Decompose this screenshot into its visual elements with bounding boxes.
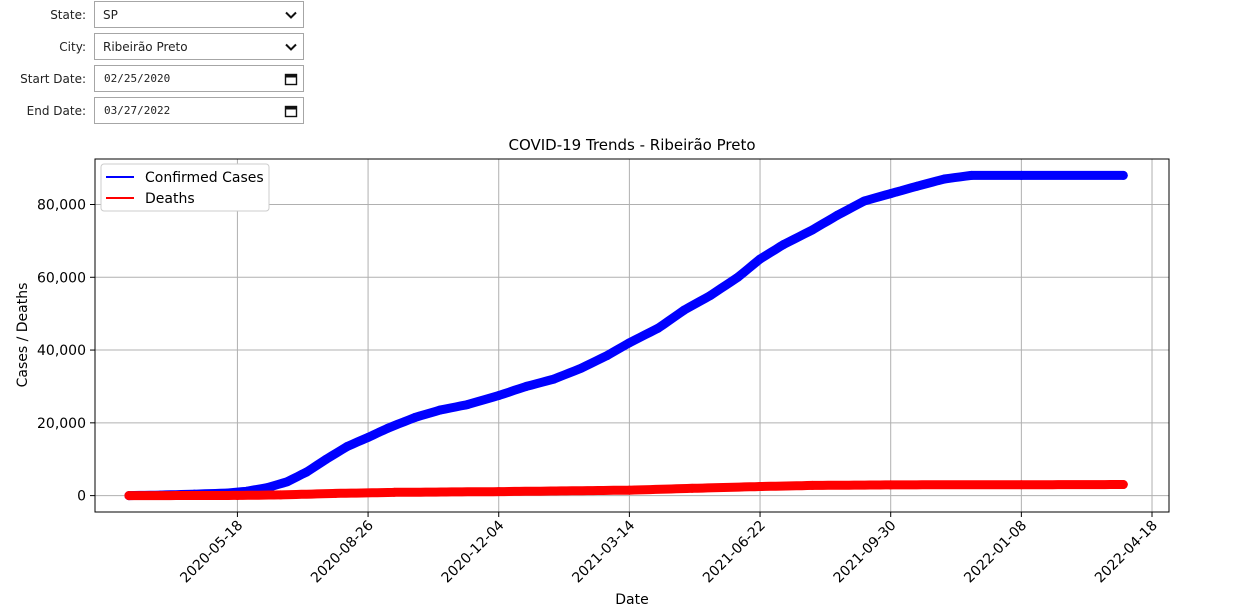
end-date-row: End Date: 03/27/2022 <box>0 97 320 125</box>
data-point-confirmed-cases <box>779 240 789 250</box>
data-point-confirmed-cases <box>363 432 373 442</box>
data-point-confirmed-cases <box>912 181 922 191</box>
city-row: City: Ribeirão Preto <box>0 33 320 61</box>
calendar-icon[interactable] <box>284 72 298 86</box>
chart-title: COVID-19 Trends - Ribeirão Preto <box>508 136 755 154</box>
grid-lines <box>95 159 1169 512</box>
data-point-deaths <box>624 485 634 495</box>
data-point-deaths <box>1016 480 1026 490</box>
data-point-confirmed-cases <box>549 374 559 384</box>
data-point-confirmed-cases <box>886 189 896 199</box>
plot-frame <box>94 158 1170 513</box>
series-layer <box>124 170 1128 501</box>
axes: 2020-05-18 2020-08-26 2020-12-04 2021-03-14… <box>37 197 1161 586</box>
data-point-confirmed-cases <box>342 441 352 451</box>
legend-label-deaths: Deaths <box>145 191 195 207</box>
chevron-down-icon <box>285 43 297 51</box>
x-axis-label: Date <box>615 592 648 608</box>
x-tick-label: 2022-01-08 <box>961 518 1030 587</box>
city-select[interactable]: Ribeirão Preto <box>94 33 304 60</box>
state-label: State: <box>50 8 86 22</box>
data-point-deaths <box>276 490 286 500</box>
start-date-label: Start Date: <box>20 72 86 86</box>
city-label: City: <box>59 40 86 54</box>
data-point-deaths <box>330 488 340 498</box>
data-point-confirmed-cases <box>602 351 612 361</box>
data-point-deaths <box>755 482 765 492</box>
data-point-confirmed-cases <box>1016 170 1026 180</box>
x-tick-label: 2021-03-14 <box>569 517 638 586</box>
data-point-confirmed-cases <box>576 363 586 373</box>
legend: Confirmed Cases Deaths <box>100 163 270 212</box>
data-point-confirmed-cases <box>939 174 949 184</box>
data-point-confirmed-cases <box>679 305 689 315</box>
data-point-deaths <box>886 480 896 490</box>
data-point-confirmed-cases <box>521 381 531 391</box>
data-point-confirmed-cases <box>435 405 445 415</box>
y-tick-label: 40,000 <box>37 343 86 359</box>
state-select[interactable]: SP <box>94 1 304 28</box>
data-point-deaths <box>807 480 817 490</box>
y-tick-label: 20,000 <box>37 416 86 432</box>
x-tick-label: 2022-04-18 <box>1092 518 1161 587</box>
covid-trends-chart: COVID-19 Trends - Ribeirão Preto 2020-05… <box>15 136 1170 608</box>
end-date-label: End Date: <box>26 104 86 118</box>
data-point-confirmed-cases <box>832 210 842 220</box>
y-tick-label: 60,000 <box>37 270 86 286</box>
x-tick-label: 2021-09-30 <box>831 518 900 587</box>
data-point-deaths <box>389 487 399 497</box>
start-date-input[interactable]: 02/25/2020 <box>94 65 304 92</box>
calendar-icon[interactable] <box>284 104 298 118</box>
y-tick-label: 0 <box>77 489 86 505</box>
x-tick-label: 2020-08-26 <box>308 517 377 586</box>
data-point-confirmed-cases <box>321 454 331 464</box>
data-point-confirmed-cases <box>302 467 312 477</box>
data-point-confirmed-cases <box>462 400 472 410</box>
end-date-value: 03/27/2022 <box>104 104 171 117</box>
data-point-deaths <box>1118 480 1128 490</box>
start-date-row: Start Date: 02/25/2020 <box>0 65 320 93</box>
data-point-confirmed-cases <box>967 170 977 180</box>
x-tick-label: 2020-05-18 <box>177 518 246 587</box>
legend-label-confirmed: Confirmed Cases <box>145 170 264 186</box>
state-row: State: SP <box>0 1 320 29</box>
data-point-confirmed-cases <box>262 483 272 493</box>
y-tick-label: 80,000 <box>37 197 86 213</box>
state-value: SP <box>103 8 118 22</box>
series-line-confirmed-cases <box>124 170 1128 501</box>
series-line-deaths <box>124 480 1128 501</box>
y-axis-label: Cases / Deaths <box>15 283 31 388</box>
x-tick-label: 2020-12-04 <box>439 517 508 586</box>
chevron-down-icon <box>285 11 297 19</box>
data-point-confirmed-cases <box>282 477 292 487</box>
data-point-confirmed-cases <box>733 272 743 282</box>
data-point-confirmed-cases <box>410 412 420 422</box>
data-point-confirmed-cases <box>807 225 817 235</box>
data-point-confirmed-cases <box>653 323 663 333</box>
legend-box <box>100 163 270 212</box>
data-point-deaths <box>494 487 504 497</box>
data-point-confirmed-cases <box>1118 170 1128 180</box>
start-date-value: 02/25/2020 <box>104 72 171 85</box>
end-date-input[interactable]: 03/27/2022 <box>94 97 304 124</box>
city-value: Ribeirão Preto <box>103 40 188 54</box>
data-point-deaths <box>687 483 697 493</box>
data-point-confirmed-cases <box>494 391 504 401</box>
data-point-deaths <box>232 490 242 500</box>
data-point-confirmed-cases <box>705 290 715 300</box>
x-tick-label: 2021-06-22 <box>700 518 769 587</box>
data-point-confirmed-cases <box>383 423 393 433</box>
data-point-deaths <box>124 491 134 501</box>
data-point-confirmed-cases <box>624 338 634 348</box>
data-point-confirmed-cases <box>860 196 870 206</box>
data-point-confirmed-cases <box>755 254 765 264</box>
